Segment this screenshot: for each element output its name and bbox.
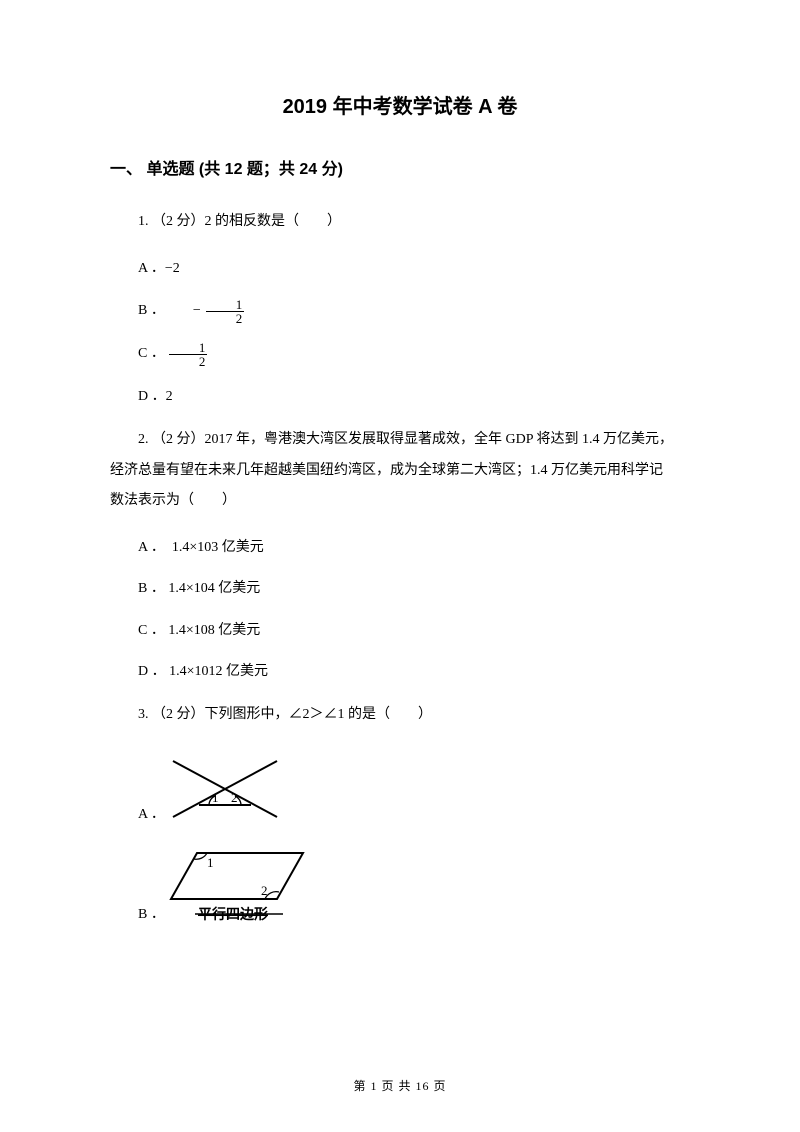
q2-line3: 数法表示为（ ） xyxy=(110,486,690,517)
angle-2-label: 2 xyxy=(231,790,238,805)
angle-2-label: 2 xyxy=(261,883,268,898)
q3-option-a: A ． 1 2 xyxy=(110,749,690,827)
q1-c-label: C ． xyxy=(110,341,165,366)
angle-1-label: 1 xyxy=(207,855,214,870)
q1-a-text: A ．−2 xyxy=(110,256,180,281)
q2-option-a: A ． 1.4×103 亿美元 xyxy=(110,535,690,560)
q3-stem: 3. （2 分）下列图形中，∠2＞∠1 的是（ ） xyxy=(110,700,690,729)
angle-1-label: 1 xyxy=(212,790,219,805)
q1-option-c: C ． 1 2 xyxy=(110,341,690,368)
crossed-lines-icon: 1 2 xyxy=(165,749,285,827)
q1-option-d: D ．2 xyxy=(110,384,690,409)
q1-stem: 1. （2 分）2 的相反数是（ ） xyxy=(110,207,690,236)
section-header: 一、 单选题 (共 12 题；共 24 分) xyxy=(110,155,690,179)
fraction-icon: 1 2 xyxy=(206,298,245,325)
q1-c-num: 1 xyxy=(169,341,208,355)
q2-option-d: D ． 1.4×1012 亿美元 xyxy=(110,659,690,684)
page-title: 2019 年中考数学试卷 A 卷 xyxy=(110,90,690,119)
q2-option-b: B ． 1.4×104 亿美元 xyxy=(110,576,690,601)
q1-option-b: B ． − 1 2 xyxy=(110,298,690,325)
q1-b-den: 2 xyxy=(206,312,245,325)
q1-option-a: A ．−2 xyxy=(110,256,690,281)
q2-d-text: D ． 1.4×1012 亿美元 xyxy=(110,659,268,684)
fraction-icon: 1 2 xyxy=(169,341,208,368)
q3-option-b: B ． 1 2 平行四边形 xyxy=(110,845,690,927)
q3-b-label: B ． xyxy=(110,903,165,927)
q1-c-den: 2 xyxy=(169,355,208,368)
parallelogram-icon: 1 2 平行四边形 xyxy=(165,845,315,927)
q2-c-text: C ． 1.4×108 亿美元 xyxy=(110,618,260,643)
q3-a-label: A ． xyxy=(110,803,165,827)
q2-option-c: C ． 1.4×108 亿美元 xyxy=(110,618,690,643)
q1-b-neg: − xyxy=(165,298,201,323)
q1-b-num: 1 xyxy=(206,298,245,312)
q2-b-text: B ． 1.4×104 亿美元 xyxy=(110,576,260,601)
q2-stem: 2. （2 分）2017 年，粤港澳大湾区发展取得显著成效，全年 GDP 将达到… xyxy=(110,425,690,517)
q2-line2: 经济总量有望在未来几年超越美国纽约湾区，成为全球第二大湾区；1.4 万亿美元用科… xyxy=(110,456,690,487)
q1-d-text: D ．2 xyxy=(110,384,173,409)
q1-b-label: B ． xyxy=(110,298,165,323)
q2-line1: 2. （2 分）2017 年，粤港澳大湾区发展取得显著成效，全年 GDP 将达到… xyxy=(110,425,690,456)
page-footer: 第 1 页 共 16 页 xyxy=(0,1077,800,1094)
q2-a-text: A ． 1.4×103 亿美元 xyxy=(110,535,264,560)
